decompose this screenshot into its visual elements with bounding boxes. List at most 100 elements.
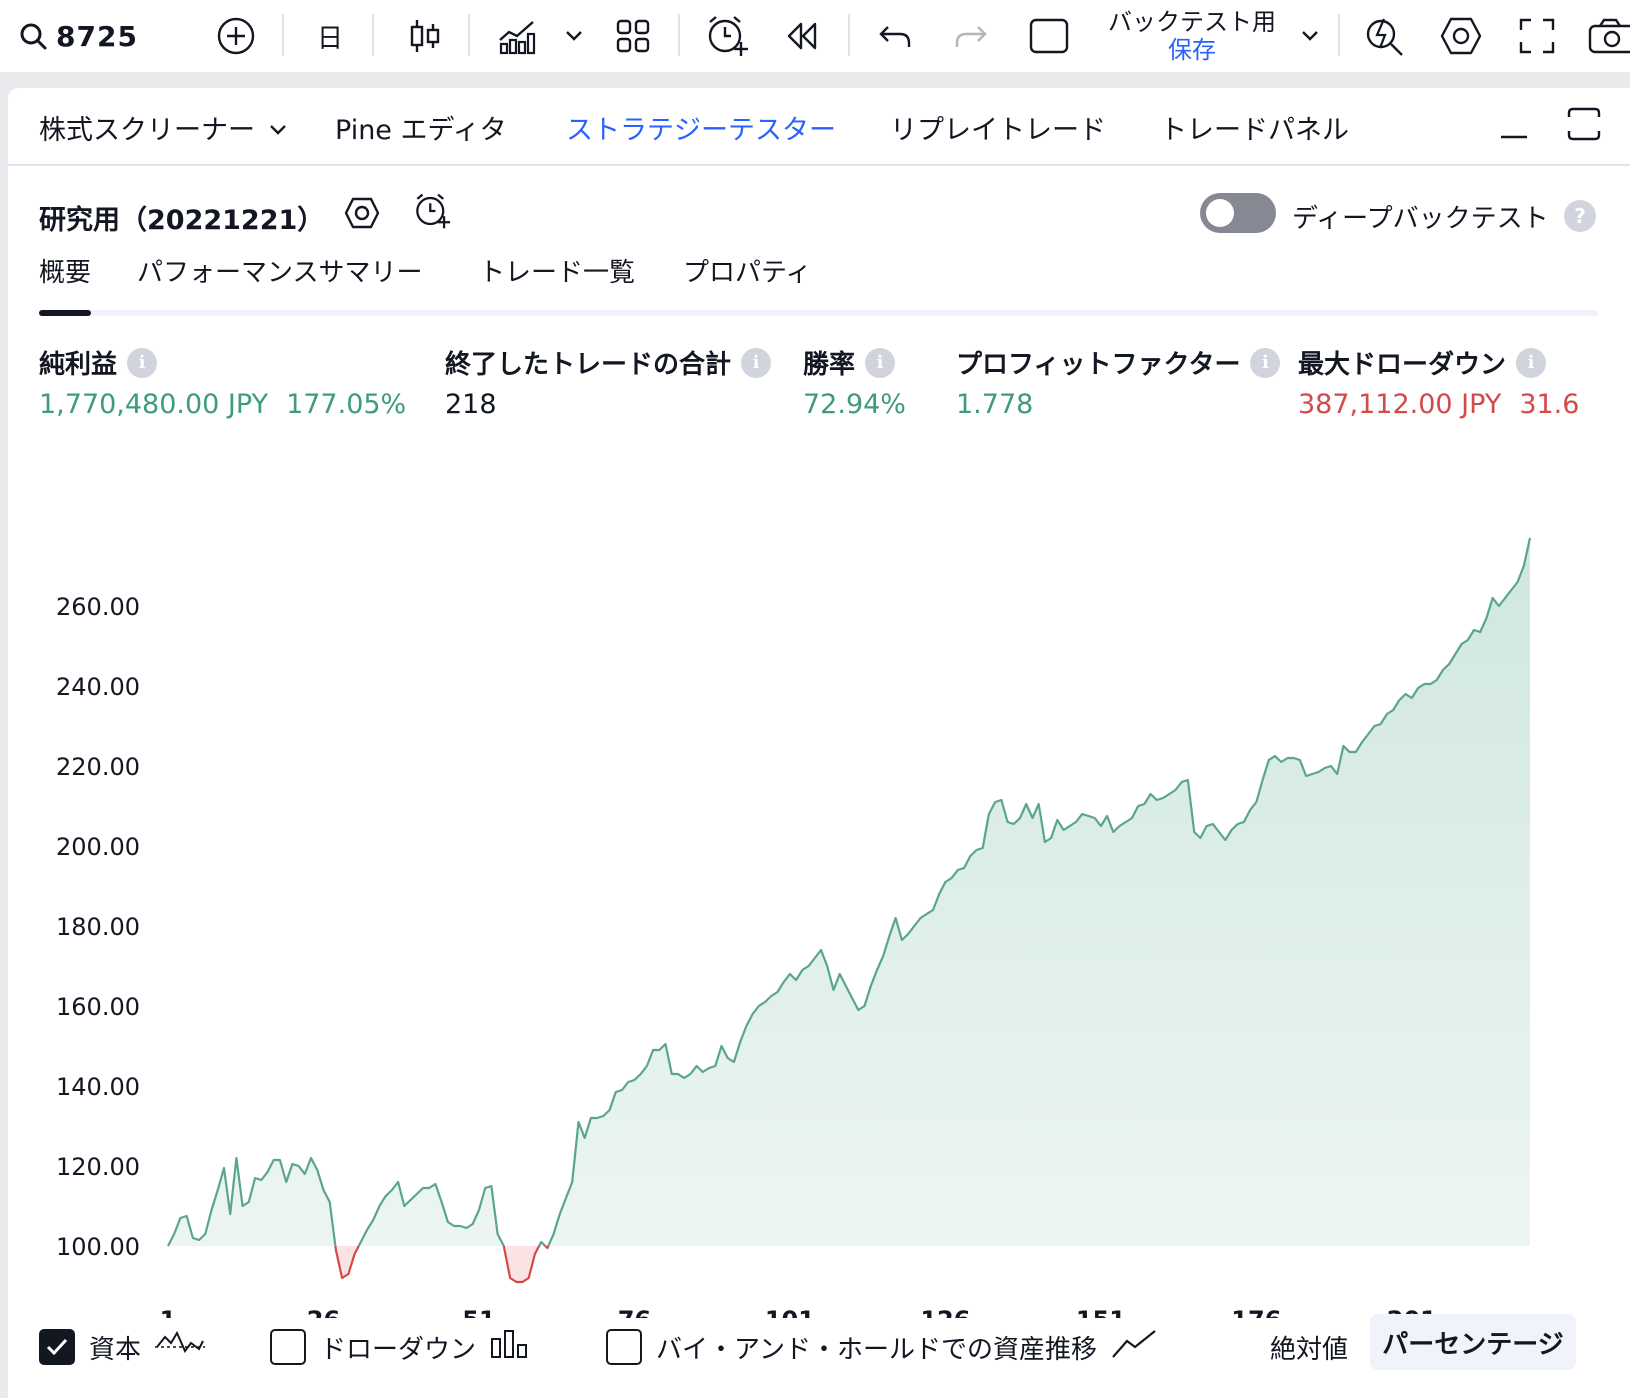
toolbar-divider: [372, 14, 374, 56]
info-icon[interactable]: i: [865, 347, 896, 378]
plus-circle-icon: [216, 16, 256, 56]
quick-search-icon: [1364, 15, 1406, 57]
x-tick-label: 151: [1076, 1306, 1126, 1318]
buy-and-hold-checkbox[interactable]: [606, 1329, 642, 1365]
minimize-icon: [1499, 109, 1529, 143]
chevron-down-icon: [269, 112, 287, 143]
fullscreen-icon: [1519, 18, 1555, 54]
deep-backtest-label: ディープバックテスト: [1292, 204, 1549, 234]
info-icon[interactable]: i: [1516, 347, 1547, 378]
redo-button[interactable]: [946, 0, 996, 72]
equity-chart[interactable]: 100.00 120.00 140.00 160.00 180.00 200.00 220.…: [8, 438, 1630, 1318]
toolbar-divider: [468, 14, 470, 56]
mode-percentage-button[interactable]: パーセンテージ: [1370, 1314, 1576, 1370]
symbol-label: 8725: [56, 19, 138, 53]
metric-total-trades: 終了したトレードの合計 i 218: [445, 344, 772, 420]
y-tick-label: 160.00: [56, 993, 140, 1021]
replay-button[interactable]: [778, 0, 828, 72]
metric-win-rate: 勝率 i 72.94%: [803, 344, 906, 420]
legend-buy-and-hold[interactable]: バイ・アンド・ホールドでの資産推移: [606, 1321, 1157, 1373]
chart-type-button[interactable]: [400, 0, 450, 72]
undo-icon: [878, 21, 912, 51]
metric-value: 72.94%: [803, 389, 906, 420]
indicators-dropdown[interactable]: [560, 0, 588, 72]
bottom-panel: 株式スクリーナー Pine エディタ ストラテジーテスター リプレイトレード ト…: [8, 88, 1630, 1398]
tab-strategy-tester[interactable]: ストラテジーテスター: [566, 114, 836, 146]
layout-button[interactable]: [608, 0, 658, 72]
drawdown-checkbox[interactable]: [270, 1329, 306, 1365]
maximize-icon: [1567, 107, 1601, 145]
indicators-button[interactable]: [492, 0, 542, 72]
metric-net-profit: 純利益 i 1,770,480.00 JPY 177.05%: [39, 344, 406, 420]
panel-tabbar: 株式スクリーナー Pine エディタ ストラテジーテスター リプレイトレード ト…: [8, 88, 1630, 166]
settings-button[interactable]: [1436, 0, 1486, 72]
metric-value: 1.778: [956, 389, 1034, 420]
symbol-search[interactable]: 8725: [18, 0, 138, 72]
help-icon[interactable]: ?: [1564, 200, 1596, 232]
undo-button[interactable]: [870, 0, 920, 72]
tab-pine-editor[interactable]: Pine エディタ: [335, 114, 507, 146]
subtab-trade-list[interactable]: トレード一覧: [479, 258, 636, 288]
y-tick-label: 180.00: [56, 913, 140, 941]
compare-button[interactable]: [210, 0, 262, 72]
tab-trading-panel[interactable]: トレードパネル: [1160, 114, 1349, 146]
x-tick-label: 1: [160, 1306, 177, 1318]
strategy-alert-button[interactable]: [412, 193, 452, 233]
metric-percent: 31.6: [1519, 389, 1580, 420]
save-layout-button[interactable]: バックテスト用 保存: [1092, 0, 1292, 72]
snapshot-button[interactable]: [1588, 0, 1630, 72]
layout-square-icon: [1029, 18, 1069, 54]
y-tick-label: 220.00: [56, 753, 140, 781]
camera-icon: [1588, 18, 1630, 54]
metric-label: 勝率: [803, 350, 856, 380]
chevron-down-icon: [565, 30, 583, 42]
info-icon[interactable]: i: [1250, 347, 1281, 378]
toolbar-divider: [282, 14, 284, 56]
subtab-overview[interactable]: 概要: [39, 258, 92, 288]
info-icon[interactable]: i: [127, 347, 158, 378]
legend-equity[interactable]: 資本: [39, 1321, 206, 1373]
toolbar-divider: [1338, 14, 1340, 56]
y-axis: 100.00 120.00 140.00 160.00 180.00 200.00 220.…: [56, 593, 140, 1261]
subtab-performance-summary[interactable]: パフォーマンスサマリー: [137, 258, 423, 288]
settings-icon: [344, 196, 380, 234]
equity-checkbox[interactable]: [39, 1329, 75, 1365]
x-tick-label: 176: [1231, 1306, 1281, 1318]
metric-value: 218: [445, 389, 497, 420]
bar-chart-icon: [490, 1329, 530, 1366]
strategy-title[interactable]: 研究用（20221221）: [39, 205, 325, 236]
strategy-settings-button[interactable]: [342, 195, 382, 235]
metric-label: 純利益: [39, 350, 118, 380]
equity-area-positive: [168, 538, 1530, 1246]
layout-grid-icon: [615, 18, 651, 54]
subtab-properties[interactable]: プロパティ: [683, 258, 812, 288]
tab-replay-trade[interactable]: リプレイトレード: [890, 114, 1106, 146]
minimize-panel-button[interactable]: [1494, 106, 1534, 146]
interval-button[interactable]: 日: [316, 23, 343, 54]
metric-value: 387,112.00 JPY: [1298, 389, 1502, 420]
layout-square-button[interactable]: [1024, 0, 1074, 72]
deep-backtest-toggle[interactable]: [1200, 193, 1276, 233]
tab-label: 株式スクリーナー: [39, 114, 255, 146]
chart-area-edge: [0, 72, 1630, 88]
x-tick-label: 126: [920, 1306, 970, 1318]
maximize-panel-button[interactable]: [1564, 106, 1604, 146]
buy-and-hold-label: バイ・アンド・ホールドでの資産推移: [656, 1334, 1097, 1365]
y-tick-label: 260.00: [56, 593, 140, 621]
equity-label: 資本: [89, 1334, 142, 1365]
fullscreen-button[interactable]: [1512, 0, 1562, 72]
tab-stock-screener[interactable]: 株式スクリーナー: [39, 88, 287, 166]
quick-search-button[interactable]: [1360, 0, 1410, 72]
save-dropdown[interactable]: [1296, 0, 1324, 72]
alert-button[interactable]: [702, 0, 752, 72]
x-tick-label: 51: [462, 1306, 495, 1318]
mode-absolute-button[interactable]: 絶対値: [1270, 1335, 1349, 1365]
y-tick-label: 140.00: [56, 1073, 140, 1101]
legend-drawdown[interactable]: ドローダウン: [270, 1321, 530, 1373]
toolbar-divider: [848, 14, 850, 56]
metric-percent: 177.05%: [286, 389, 407, 420]
y-tick-label: 240.00: [56, 673, 140, 701]
metric-label: 最大ドローダウン: [1298, 350, 1507, 380]
info-icon[interactable]: i: [741, 347, 772, 378]
chevron-down-icon: [1301, 30, 1319, 42]
